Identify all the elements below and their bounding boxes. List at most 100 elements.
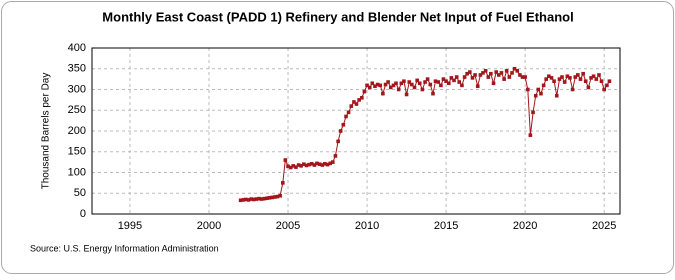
data-point	[357, 98, 361, 102]
data-point	[591, 74, 596, 79]
data-point	[286, 164, 290, 169]
data-point	[330, 160, 335, 164]
data-point	[489, 71, 493, 76]
data-point	[257, 196, 261, 201]
data-point	[494, 70, 499, 74]
data-point	[341, 122, 346, 127]
data-point	[336, 139, 340, 144]
data-point	[457, 80, 462, 84]
data-point	[475, 84, 480, 88]
data-point	[428, 82, 433, 87]
data-point	[415, 78, 419, 83]
data-point	[251, 197, 256, 202]
x-tick-label: 2000	[197, 220, 221, 232]
data-point	[578, 77, 583, 81]
data-point	[512, 66, 517, 71]
data-point	[470, 76, 475, 80]
data-point	[294, 165, 298, 169]
data-point	[502, 77, 506, 81]
data-point	[410, 82, 414, 87]
data-point	[573, 75, 578, 79]
plot-border	[91, 47, 621, 215]
data-point	[473, 73, 477, 77]
data-point	[325, 162, 330, 167]
data-point	[383, 82, 388, 87]
data-point	[454, 75, 459, 79]
data-point	[602, 87, 606, 92]
data-point	[541, 83, 546, 88]
data-point	[367, 85, 372, 90]
data-point	[552, 79, 556, 83]
data-point	[589, 76, 593, 80]
data-point	[307, 162, 311, 167]
data-point	[478, 73, 483, 77]
data-point	[344, 114, 348, 119]
y-tick-label: 150	[68, 146, 86, 158]
plot-area: 0 50 100 150 200 250 300 350 400 1995 2000 2005 2010…	[68, 42, 621, 232]
data-point	[373, 84, 377, 88]
data-point	[597, 73, 601, 77]
data-point	[238, 198, 243, 203]
data-point	[273, 195, 277, 199]
data-point	[510, 71, 514, 75]
data-point	[281, 181, 285, 185]
data-point	[554, 93, 559, 98]
data-point	[452, 78, 456, 83]
data-point	[402, 79, 406, 83]
data-point	[607, 79, 612, 83]
data-point	[420, 87, 425, 92]
data-point	[354, 102, 359, 106]
data-point	[412, 85, 417, 90]
data-point	[378, 83, 382, 88]
data-point	[562, 80, 567, 84]
x-tick-label: 2010	[355, 220, 379, 232]
data-point	[246, 198, 251, 202]
data-point	[499, 71, 504, 75]
data-point	[262, 196, 267, 201]
data-point	[449, 76, 454, 80]
data-point	[304, 163, 309, 168]
data-point	[575, 73, 580, 77]
data-point	[586, 85, 591, 90]
data-point	[533, 93, 538, 98]
data-point	[283, 158, 288, 162]
data-point	[362, 89, 367, 94]
data-point	[560, 75, 564, 79]
data-point	[465, 71, 469, 76]
data-point	[360, 96, 364, 100]
data-point	[399, 81, 404, 86]
data-point	[547, 74, 551, 79]
data-point	[259, 197, 264, 201]
x-tick-label: 1995	[118, 220, 142, 232]
y-tick-label: 200	[68, 125, 86, 137]
data-point	[267, 196, 272, 200]
data-point	[299, 164, 303, 168]
y-tick-label: 400	[68, 42, 86, 54]
data-point	[302, 162, 306, 166]
data-point	[396, 87, 401, 92]
data-point	[391, 83, 396, 88]
data-point	[265, 196, 269, 201]
data-point	[370, 81, 375, 86]
chart-title: Monthly East Coast (PADD 1) Refinery and…	[102, 9, 573, 24]
data-point	[441, 77, 446, 81]
data-point	[539, 91, 543, 96]
frame	[1, 1, 674, 274]
data-point	[594, 77, 599, 81]
data-point	[523, 75, 527, 79]
data-point	[244, 197, 248, 202]
data-point	[599, 79, 604, 83]
data-point	[444, 79, 448, 83]
data-point	[483, 69, 488, 73]
data-point	[386, 80, 390, 84]
y-tick-label: 250	[68, 104, 86, 116]
data-point	[536, 87, 541, 92]
data-point	[394, 81, 398, 86]
data-point	[544, 77, 548, 81]
x-tick-label: 2005	[276, 220, 300, 232]
data-point	[496, 73, 501, 77]
data-point	[278, 193, 282, 198]
data-point	[349, 104, 354, 108]
